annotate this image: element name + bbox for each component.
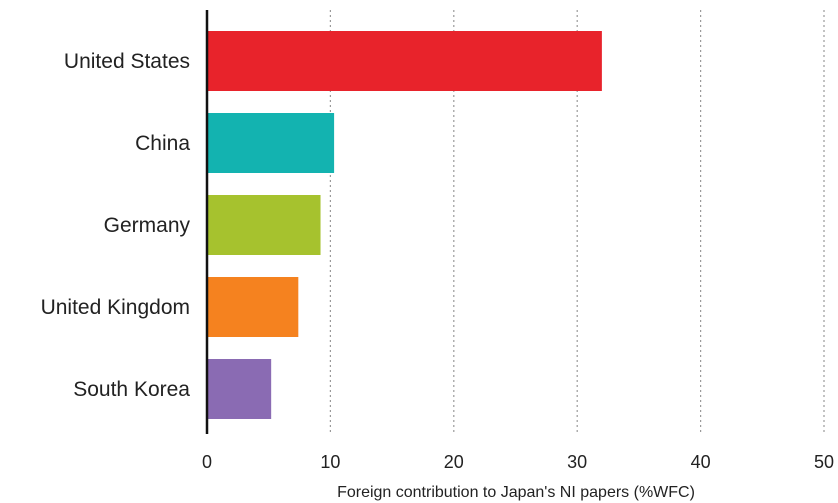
x-tick-label-50: 50 [814, 452, 834, 472]
category-label-germany: Germany [104, 214, 191, 237]
x-tick-labels: 0 10 20 30 40 50 [202, 452, 834, 472]
x-tick-label-20: 20 [444, 452, 464, 472]
x-tick-label-10: 10 [320, 452, 340, 472]
category-labels: United States China Germany United Kingdom S… [41, 50, 191, 401]
category-label-south-korea: South Korea [73, 378, 190, 401]
category-label-united-states: United States [64, 50, 190, 73]
bar-germany [207, 195, 321, 255]
category-label-united-kingdom: United Kingdom [41, 296, 190, 319]
category-label-china: China [135, 132, 190, 155]
bar-united-states [207, 31, 602, 91]
bar-united-kingdom [207, 277, 299, 337]
x-tick-label-30: 30 [567, 452, 587, 472]
x-tick-label-40: 40 [691, 452, 711, 472]
bar-china [207, 113, 335, 173]
bars [207, 31, 602, 419]
bar-south-korea [207, 359, 272, 419]
x-axis-title: Foreign contribution to Japan's NI paper… [337, 484, 695, 501]
x-tick-label-0: 0 [202, 452, 212, 472]
